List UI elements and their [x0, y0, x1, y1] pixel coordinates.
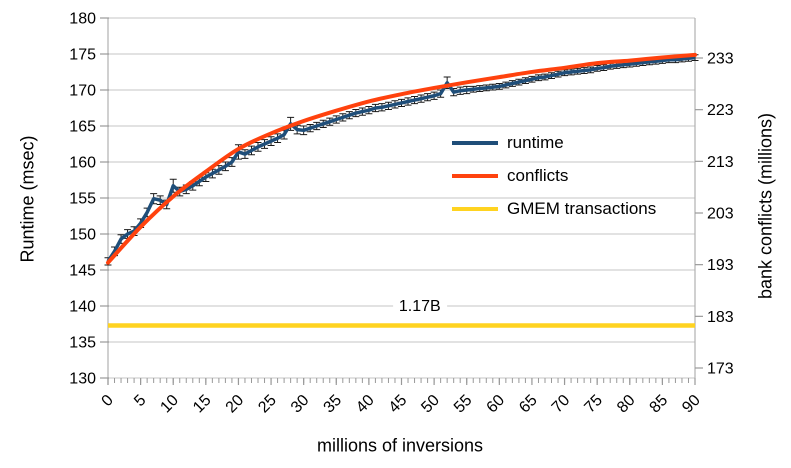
x-tick-label: 5 — [131, 392, 149, 410]
x-tick-label: 35 — [321, 392, 346, 417]
x-tick-label: 20 — [223, 392, 248, 417]
legend-swatch — [452, 173, 498, 178]
legend-label: conflicts — [507, 166, 569, 185]
x-tick-label: 10 — [157, 392, 182, 417]
x-tick-label: 80 — [614, 392, 639, 417]
y-right-tick-label: 173 — [707, 361, 734, 378]
gmem-total-annotation: 1.17B — [392, 297, 447, 316]
y-right-tick-label: 213 — [707, 154, 734, 171]
x-tick-label: 0 — [99, 392, 117, 410]
y-right-tick-label: 203 — [707, 206, 734, 223]
conflicts-series-line — [106, 52, 697, 265]
x-tick-label: 90 — [679, 392, 704, 417]
x-tick-label: 85 — [647, 392, 672, 417]
x-tick-label: 70 — [549, 392, 574, 417]
x-axis-ticks: 0 5 10 15 20 25 30 35 40 45 50 55 60 65 70 75 80 85 90 — [99, 378, 704, 416]
legend-item-runtime: runtime — [452, 126, 656, 159]
legend: runtime conflicts GMEM transactions — [452, 126, 656, 225]
legend-item-conflicts: conflicts — [452, 159, 656, 192]
y-right-tick-label: 233 — [707, 51, 734, 68]
y-left-tick-label: 160 — [69, 155, 96, 172]
x-tick-label: 55 — [451, 392, 476, 417]
x-tick-label: 30 — [288, 392, 313, 417]
y-right-tick-label: 193 — [707, 257, 734, 274]
y-left-tick-label: 170 — [69, 83, 96, 100]
x-tick-label: 25 — [255, 392, 280, 417]
x-tick-label: 60 — [484, 392, 509, 417]
y-left-tick-label: 175 — [69, 47, 96, 64]
x-tick-label: 75 — [581, 392, 606, 417]
x-axis-title: millions of inversions — [316, 435, 484, 456]
legend-swatch — [452, 140, 498, 145]
y-left-tick-label: 150 — [69, 227, 96, 244]
gridlines — [108, 17, 695, 379]
x-tick-label: 40 — [353, 392, 378, 417]
y-right-tick-label: 223 — [707, 102, 734, 119]
y-right-tick-label: 183 — [707, 309, 734, 326]
y-left-axis-ticks: 130 135 140 145 150 155 160 165 170 175 180 — [69, 11, 109, 388]
runtime-series-line — [106, 55, 696, 263]
y-left-tick-label: 145 — [69, 263, 96, 280]
x-tick-label: 50 — [418, 392, 443, 417]
y-left-tick-label: 180 — [69, 11, 96, 28]
legend-swatch — [452, 206, 498, 211]
right-axis-title: bank conflicts (millions) — [755, 112, 776, 300]
legend-label: runtime — [507, 133, 564, 152]
y-left-tick-label: 130 — [69, 371, 96, 388]
legend-item-gmem-transactions: GMEM transactions — [452, 192, 656, 225]
legend-label: GMEM transactions — [507, 199, 657, 218]
x-tick-label: 45 — [386, 392, 411, 417]
y-right-axis-ticks: 173 183 193 203 213 223 233 — [695, 51, 734, 378]
left-axis-title: Runtime (msec) — [17, 135, 38, 263]
y-left-tick-label: 140 — [69, 299, 96, 316]
x-tick-label: 15 — [190, 392, 215, 417]
y-left-tick-label: 135 — [69, 335, 96, 352]
y-left-tick-label: 165 — [69, 119, 96, 136]
y-left-tick-label: 155 — [69, 191, 96, 208]
x-tick-label: 65 — [516, 392, 541, 417]
